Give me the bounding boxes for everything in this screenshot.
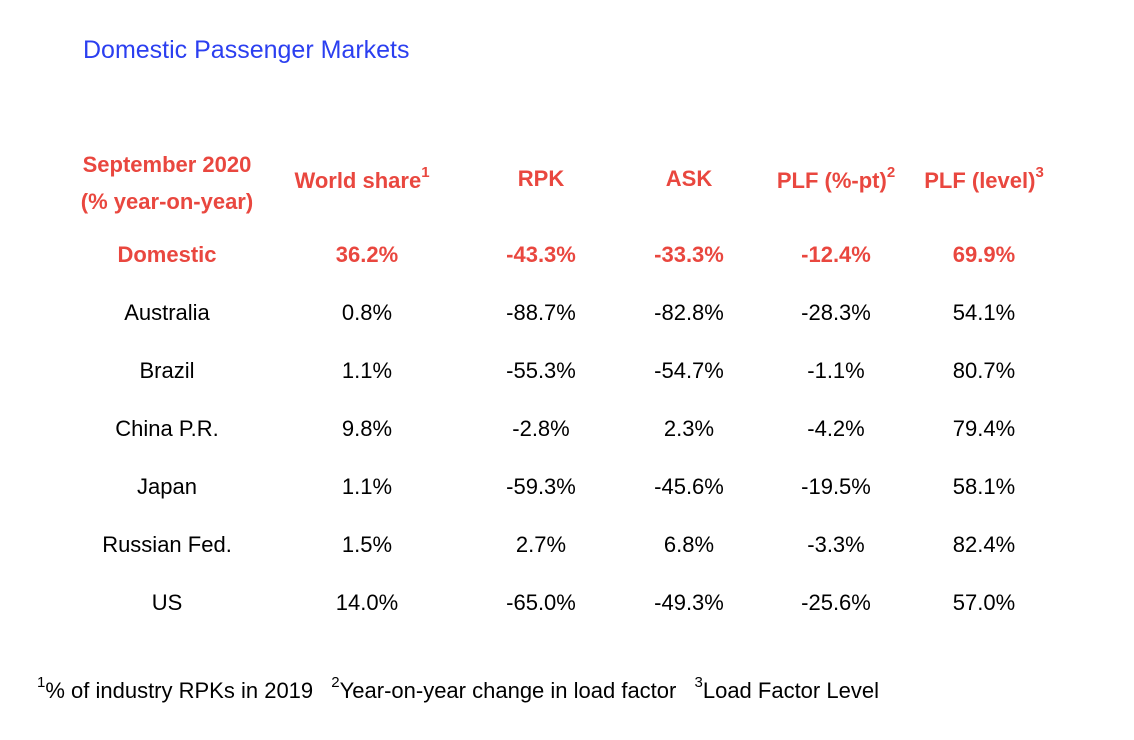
table-cell: -45.6% (654, 474, 724, 499)
table-cell: -4.2% (807, 416, 865, 441)
table-cell: 79.4% (952, 416, 1016, 441)
table-cell: 1.1% (341, 358, 393, 383)
table-cell: -12.4% (801, 242, 871, 267)
row-label: China P.R. (115, 416, 219, 441)
page-title: Domestic Passenger Markets (83, 36, 410, 64)
footnote-2: 2Year-on-year change in load factor (331, 673, 677, 703)
table-cell: 9.8% (341, 416, 393, 441)
table-cell: 54.1% (952, 300, 1016, 325)
table-cell: 6.8% (663, 532, 715, 557)
row-label: Brazil (139, 358, 195, 383)
table-cell: 36.2% (335, 242, 399, 267)
table-cell: -25.6% (801, 590, 871, 615)
footnote-3: 3Load Factor Level (694, 673, 879, 703)
table-cell: -88.7% (506, 300, 576, 325)
table-cell: 2.3% (663, 416, 715, 441)
corner-line-1: September 2020 (82, 152, 252, 177)
table-cell: -2.8% (512, 416, 570, 441)
row-label: Australia (124, 300, 210, 325)
table-cell: 1.5% (341, 532, 393, 557)
column-header-rpk: RPK (517, 166, 565, 191)
table-cell: 0.8% (341, 300, 393, 325)
row-label: Domestic (117, 242, 217, 267)
table-cell: 57.0% (952, 590, 1016, 615)
table-cell: -54.7% (654, 358, 724, 383)
footnote-1: 1% of industry RPKs in 2019 (37, 673, 314, 703)
table-cell: 2.7% (515, 532, 567, 557)
table-cell: 69.9% (952, 242, 1016, 267)
table-cell: 1.1% (341, 474, 393, 499)
table-cell: 58.1% (952, 474, 1016, 499)
table-cell: -82.8% (654, 300, 724, 325)
column-header-plf-pt: PLF (%-pt)2 (776, 163, 896, 193)
column-header-world-share: World share1 (294, 163, 430, 193)
table-corner-header: September 2020 (% year-on-year) (81, 146, 253, 220)
table-cell: -65.0% (506, 590, 576, 615)
corner-line-2: (% year-on-year) (80, 189, 254, 214)
table-cell: -19.5% (801, 474, 871, 499)
table-cell: -33.3% (654, 242, 724, 267)
table-cell: -43.3% (506, 242, 576, 267)
table-cell: -59.3% (506, 474, 576, 499)
footnotes: 1% of industry RPKs in 2019 2Year-on-yea… (37, 673, 879, 704)
column-header-ask: ASK (665, 166, 713, 191)
row-label: Japan (137, 474, 197, 499)
table-cell: -1.1% (807, 358, 865, 383)
row-label: Russian Fed. (102, 532, 232, 557)
row-label: US (151, 590, 183, 615)
column-header-plf-level: PLF (level)3 (924, 163, 1044, 193)
table-cell: 82.4% (952, 532, 1016, 557)
table-cell: -55.3% (506, 358, 576, 383)
table-cell: -28.3% (801, 300, 871, 325)
table-cell: -3.3% (807, 532, 865, 557)
table-cell: 14.0% (335, 590, 399, 615)
table-cell: -49.3% (654, 590, 724, 615)
table-cell: 80.7% (952, 358, 1016, 383)
